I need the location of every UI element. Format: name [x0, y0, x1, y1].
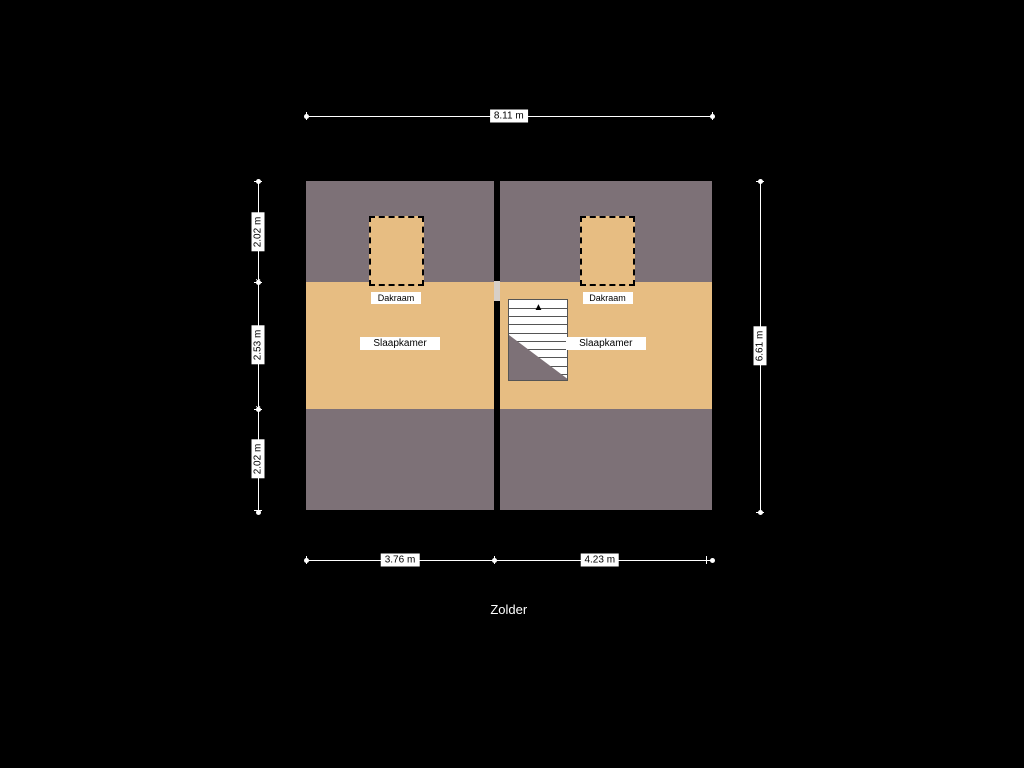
floor-band-2 — [306, 409, 712, 510]
dim-left-label-1: 2.53 m — [252, 326, 265, 365]
dim-left-tick — [254, 510, 262, 511]
room-label-left: Slaapkamer — [360, 337, 440, 350]
skylight-0 — [369, 216, 424, 286]
skylight-label-1: Dakraam — [583, 292, 633, 304]
dim-left-tick — [254, 282, 262, 283]
dim-bottom-tick — [306, 556, 307, 564]
wall-right — [712, 175, 718, 518]
stairs-arrow-icon: ▲ — [534, 302, 544, 313]
dim-bottom-line — [306, 560, 712, 561]
room-label-right: Slaapkamer — [566, 337, 646, 350]
floor-band-0 — [306, 181, 712, 282]
dim-top-tick — [712, 112, 713, 120]
dim-left-label-0: 2.02 m — [252, 212, 265, 251]
dim-left-tick — [254, 181, 262, 182]
dim-right-label-0: 6.61 m — [753, 327, 766, 366]
dim-top-label-0: 8.11 m — [490, 110, 528, 123]
wall-top — [300, 175, 718, 181]
dim-left-label-2: 2.02 m — [252, 440, 265, 479]
skylight-1 — [580, 216, 635, 286]
dim-top-tick — [306, 112, 307, 120]
dim-bottom-dot — [710, 558, 715, 563]
floorplan-canvas: Dakraam Dakraam ▲ Slaapkamer Slaapkamer 8.11 … — [0, 0, 1024, 768]
door-opening — [494, 281, 500, 301]
dim-left-tick — [254, 409, 262, 410]
stairs: ▲ — [508, 299, 568, 382]
dim-bottom-label-1: 4.23 m — [580, 553, 619, 566]
dim-right-tick — [756, 181, 764, 182]
dim-right-tick — [756, 512, 764, 513]
wall-bottom — [300, 512, 718, 518]
floor-title: Zolder — [490, 602, 527, 617]
dim-bottom-tick — [494, 556, 495, 564]
wall-middle — [494, 181, 500, 512]
skylight-label-0: Dakraam — [371, 292, 421, 304]
dim-bottom-tick — [706, 556, 707, 564]
dim-bottom-label-0: 3.76 m — [381, 553, 420, 566]
wall-left — [300, 175, 306, 518]
